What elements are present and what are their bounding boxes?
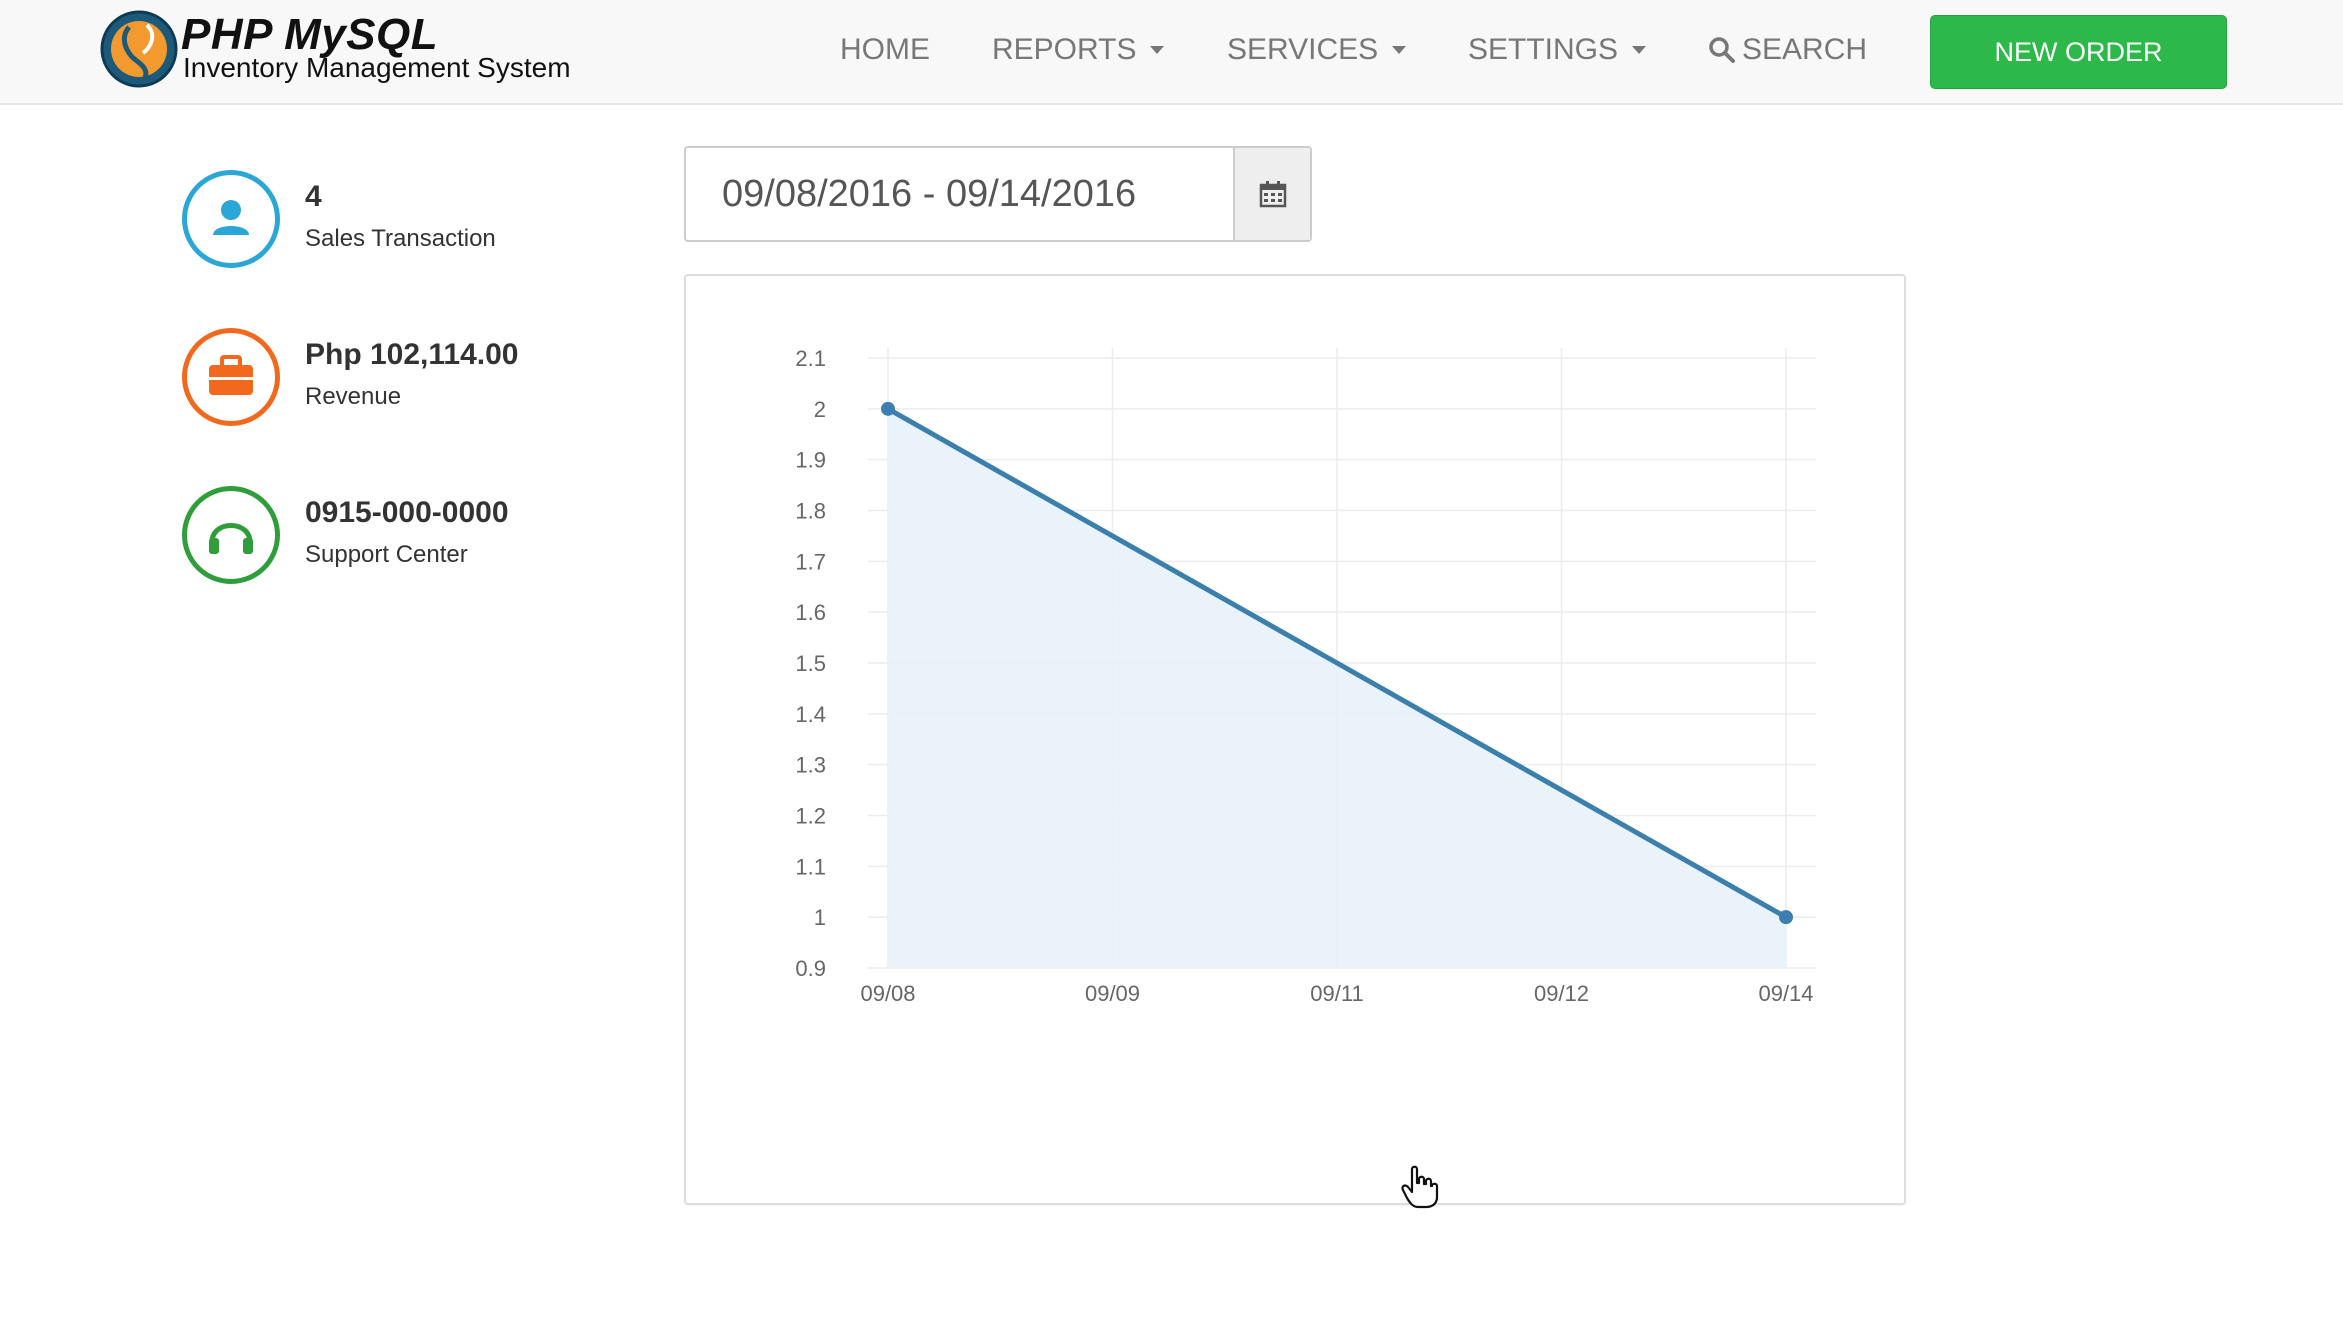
- caret-down-icon: [1392, 46, 1407, 54]
- date-range-input[interactable]: [686, 148, 1233, 240]
- revenue-value: Php 102,114.00: [305, 338, 519, 371]
- caret-down-icon: [1150, 46, 1165, 54]
- x-tick-label: 09/12: [1534, 981, 1589, 1006]
- series-line: [886, 406, 1788, 920]
- nav-reports-dropdown[interactable]: REPORTS: [992, 30, 1165, 70]
- info-icon-circle: [182, 170, 280, 268]
- info-support-center: 0915-000-0000 Support Center: [182, 486, 602, 586]
- y-tick-label: 2: [814, 397, 826, 422]
- series-area: [888, 408, 1786, 968]
- nav-home[interactable]: HOME: [840, 30, 930, 70]
- top-navbar: PHP MySQL Inventory Management System HO…: [0, 0, 2343, 105]
- nav-settings-dropdown[interactable]: SETTINGS: [1468, 30, 1647, 70]
- y-tick-label: 1.7: [795, 549, 826, 574]
- x-tick-label: 09/09: [1085, 981, 1140, 1006]
- data-point: [1779, 910, 1793, 925]
- y-tick-label: 1.3: [795, 753, 826, 778]
- info-sales-transaction: 4 Sales Transaction: [182, 170, 602, 270]
- y-tick-label: 1: [814, 905, 826, 930]
- y-tick-label: 1.4: [795, 702, 826, 727]
- brand-logo-link[interactable]: PHP MySQL Inventory Management System: [99, 9, 571, 89]
- y-tick-label: 1.5: [795, 651, 826, 676]
- nav-reports-label: REPORTS: [992, 33, 1137, 66]
- date-range-picker: [684, 146, 1312, 242]
- y-tick-label: 2.1: [795, 346, 826, 371]
- info-revenue: Php 102,114.00 Revenue: [182, 328, 602, 428]
- user-icon: [213, 200, 249, 235]
- calendar-icon: [1259, 181, 1286, 208]
- data-point: [881, 401, 895, 416]
- x-tick-label: 09/08: [860, 981, 915, 1006]
- y-tick-label: 1.1: [795, 854, 826, 879]
- calendar-button[interactable]: [1233, 148, 1310, 240]
- headphones-icon: [209, 523, 253, 554]
- y-tick-label: 1.6: [795, 600, 826, 625]
- brand-title: PHP MySQL: [181, 10, 439, 59]
- nav-services-dropdown[interactable]: SERVICES: [1227, 30, 1407, 70]
- sales-transaction-label: Sales Transaction: [305, 225, 496, 252]
- info-icon-circle: [182, 486, 280, 584]
- y-tick-label: 1.8: [795, 499, 826, 524]
- x-tick-label: 09/14: [1758, 981, 1813, 1006]
- y-tick-label: 1.9: [795, 448, 826, 473]
- nav-search-label: SEARCH: [1742, 33, 1868, 66]
- sales-chart-panel: 2.1 2 1.9 1.8 1.7 1.6 1.5 1.4 1.3 1.2 1.1 1 0.9 09/08…: [684, 274, 1906, 1205]
- briefcase-icon: [209, 355, 253, 395]
- x-tick-label: 09/11: [1310, 981, 1363, 1006]
- nav-home-label: HOME: [840, 33, 930, 66]
- nav-services-label: SERVICES: [1227, 33, 1379, 66]
- support-phone: 0915-000-0000: [305, 496, 509, 529]
- hand-pointer-cursor-icon: [1401, 1165, 1439, 1209]
- support-label: Support Center: [305, 541, 468, 568]
- info-icon-circle: [182, 328, 280, 426]
- brand-subtitle: Inventory Management System: [183, 52, 571, 83]
- brand-logo-icon: [100, 10, 178, 88]
- new-order-button[interactable]: NEW ORDER: [1930, 15, 2227, 89]
- revenue-label: Revenue: [305, 383, 402, 410]
- nav-search[interactable]: SEARCH: [1708, 30, 1867, 70]
- y-tick-label: 1.2: [795, 804, 826, 829]
- y-tick-label: 0.9: [795, 956, 826, 981]
- sales-line-chart: 2.1 2 1.9 1.8 1.7 1.6 1.5 1.4 1.3 1.2 1.1 1 0.9 09/08…: [795, 346, 1816, 1006]
- nav-settings-label: SETTINGS: [1468, 33, 1619, 66]
- sales-transaction-count: 4: [305, 180, 322, 213]
- caret-down-icon: [1632, 46, 1647, 54]
- search-icon: [1709, 37, 1735, 63]
